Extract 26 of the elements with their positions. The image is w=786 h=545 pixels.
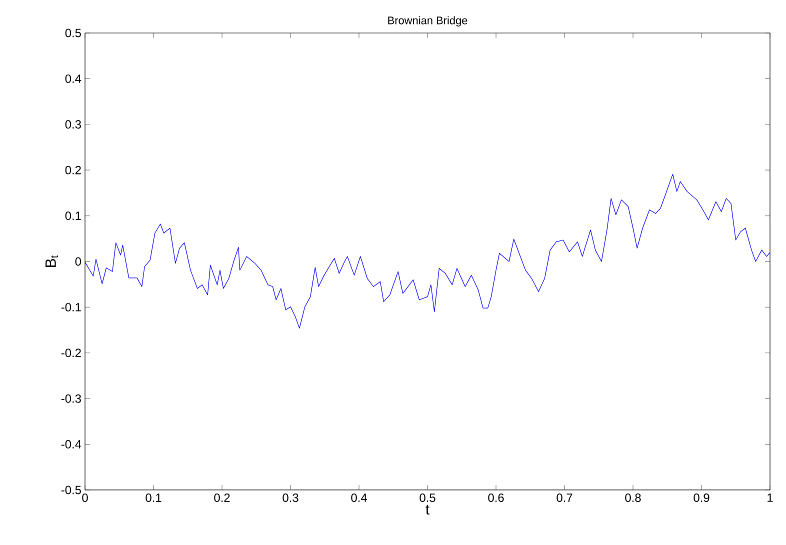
- y-tick-label: 0.5: [65, 28, 81, 38]
- y-tick-label: -0.5: [61, 486, 81, 494]
- y-tick-label: -0.2: [61, 348, 81, 358]
- x-tick-label: 0.3: [282, 494, 298, 502]
- x-tick-label: 0.2: [214, 494, 230, 502]
- x-tick-label: 0.5: [420, 494, 436, 502]
- x-tick-label: 0.6: [488, 494, 504, 502]
- x-tick-label: 1: [768, 494, 773, 502]
- x-tick-label: 0.9: [694, 494, 710, 502]
- y-axis-title: B$_{t}$: [46, 255, 58, 267]
- y-tick-label: 0.3: [65, 120, 81, 129]
- x-tick-label: 0.7: [556, 494, 572, 502]
- line-series: [85, 174, 770, 329]
- x-tick-label: 0.1: [146, 494, 162, 502]
- x-tick-label: 0.4: [351, 494, 367, 502]
- x-tick-label: 0: [82, 494, 88, 502]
- x-axis-title: t: [426, 504, 430, 515]
- y-tick-label: 0: [75, 257, 82, 266]
- chart-title: Brownian Bridge: [388, 16, 468, 26]
- y-tick-label: -0.1: [61, 302, 81, 312]
- y-tick-label: -0.4: [61, 440, 82, 449]
- y-tick-label: 0.2: [65, 166, 81, 174]
- x-tick-label: 0.8: [625, 494, 641, 502]
- y-tick-label: 0.1: [65, 212, 81, 220]
- y-tick-label: 0.4: [65, 74, 82, 83]
- y-tick-label: -0.3: [61, 394, 81, 403]
